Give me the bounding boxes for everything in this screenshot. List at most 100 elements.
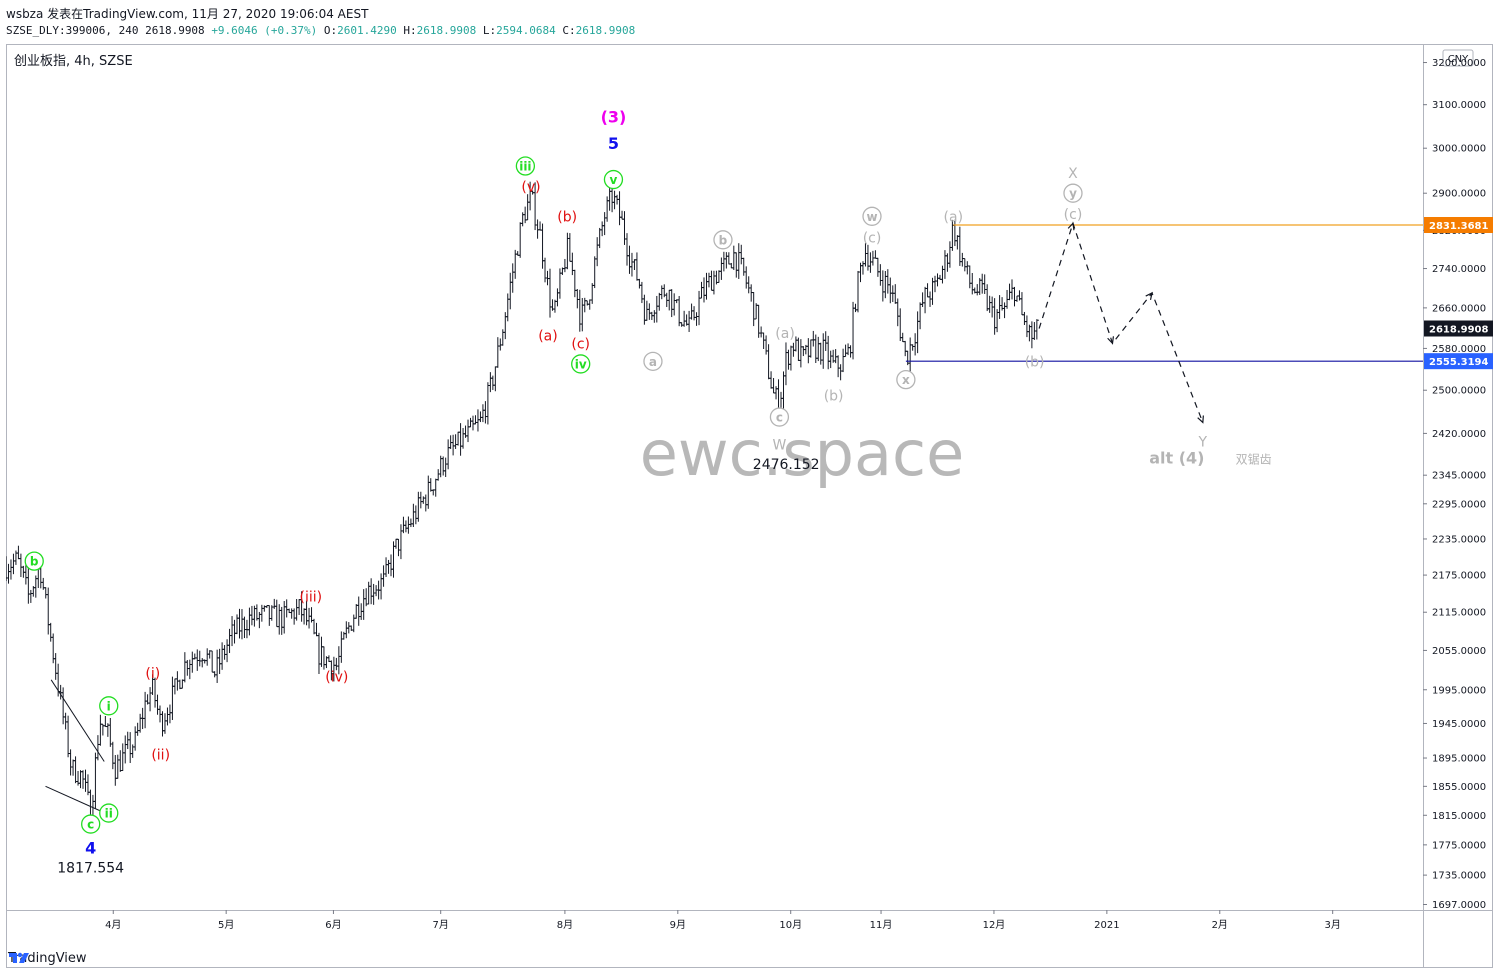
- watermark-text: ewc.space: [640, 417, 965, 490]
- wave-label: ii: [105, 807, 113, 821]
- wedge-lower-line: [45, 785, 103, 813]
- x-tick-label: 6月: [325, 919, 341, 931]
- wave-label: (iii): [300, 590, 323, 606]
- wave-label: 4: [85, 839, 96, 858]
- wave-label-circle: [643, 351, 663, 371]
- high-value: 2618.9908: [416, 24, 477, 37]
- y-tick-label: 2740.0000: [1432, 264, 1486, 275]
- wave-label: (v): [521, 179, 540, 195]
- wave-label: b: [719, 233, 728, 247]
- projection-arrowhead: [1197, 415, 1204, 424]
- wave-label-circle: [862, 206, 882, 226]
- wave-label: iv: [575, 357, 587, 371]
- wave-label: a: [649, 355, 657, 369]
- wave-label-circle: [81, 814, 101, 834]
- price-chart[interactable]: 创业板指, 4h, SZSE CNY ewc.space 3200.0000 3100.…: [6, 44, 1493, 968]
- x-tick-label: 9月: [670, 919, 686, 931]
- x-tick-label: 5月: [218, 919, 234, 931]
- open-value: 2601.4290: [337, 24, 397, 37]
- chart-title: 创业板指, 4h, SZSE: [14, 54, 133, 69]
- wave-label: (ii): [151, 748, 170, 764]
- y-tick-label: 2660.0000: [1432, 303, 1486, 314]
- resistance-price-tag[interactable]: [1424, 217, 1493, 234]
- wave-label: (a): [538, 329, 558, 345]
- wave-label: iii: [519, 160, 531, 174]
- y-tick-label: 2900.0000: [1432, 189, 1486, 200]
- symbol-label: SZSE_DLY:399006, 240: [6, 24, 139, 37]
- y-tick-label: 2345.0000: [1432, 471, 1486, 482]
- wave-label: (c): [571, 336, 590, 352]
- wave-label: b: [30, 555, 39, 569]
- last-value: 2618.9908: [145, 24, 205, 37]
- wave-label-circle: [24, 551, 44, 571]
- wave-label: (b): [1025, 354, 1045, 370]
- y-tick-label: 2420.0000: [1432, 429, 1486, 440]
- resistance-price-tag-label: 2831.3681: [1429, 221, 1489, 232]
- y-tick-label: 3100.0000: [1432, 100, 1486, 111]
- wave-label: (b): [557, 209, 577, 225]
- y-tick-label: 2115.0000: [1432, 608, 1486, 619]
- tradingview-footer[interactable]: TradingView: [8, 951, 87, 966]
- wave-label-circle: [713, 230, 733, 250]
- low-label: L:: [482, 24, 497, 37]
- publish-info: wsbza 发表在TradingView.com, 11月 27, 2020 1…: [6, 7, 369, 21]
- y-tick-label: 1945.0000: [1432, 719, 1486, 730]
- currency-box[interactable]: [1442, 49, 1474, 67]
- close-label: C:: [562, 24, 576, 37]
- y-tick-label: 2500.0000: [1432, 386, 1486, 397]
- y-tick-label: 2295.0000: [1432, 499, 1486, 510]
- y-tick-label: 2580.0000: [1432, 344, 1486, 355]
- wave-label: (iv): [325, 670, 348, 686]
- ohlc-legend: SZSE_DLY:399006, 240 2618.9908 +9.6046 (…: [6, 24, 635, 37]
- wave-label: c: [776, 411, 783, 425]
- y-tick-label: 2055.0000: [1432, 646, 1486, 657]
- change-value: +9.6046 (+0.37%): [211, 24, 318, 37]
- y-tick-label: 1697.0000: [1432, 900, 1486, 911]
- wave-label: 2476.152: [753, 457, 820, 473]
- wave-label: (c): [1064, 207, 1083, 223]
- x-tick-label: 2月: [1212, 919, 1228, 931]
- y-tick-label: 1895.0000: [1432, 754, 1486, 765]
- wave-label-circle: [769, 407, 790, 427]
- wave-label-circle: [896, 370, 916, 390]
- y-tick-label: 2175.0000: [1432, 571, 1486, 582]
- y-tick-label: 1815.0000: [1432, 811, 1486, 822]
- support-price-tag[interactable]: [1424, 353, 1493, 370]
- x-tick-label: 3月: [1324, 919, 1340, 931]
- support-price-tag-label: 2555.3194: [1429, 357, 1489, 368]
- chart-frame[interactable]: 创业板指, 4h, SZSE CNY ewc.space 3200.0000 3100.…: [6, 44, 1493, 968]
- wave-label-circle: [99, 803, 119, 823]
- y-tick-label: 1855.0000: [1432, 782, 1486, 793]
- x-tick-label: 7月: [433, 919, 449, 931]
- wave-label: y: [1069, 187, 1077, 201]
- wave-label: i: [107, 699, 111, 713]
- wave-label: alt (4): [1149, 448, 1204, 467]
- wave-label-circle: [571, 354, 591, 374]
- y-tick-label: 1735.0000: [1432, 871, 1486, 882]
- wave-label: 双锯齿: [1236, 451, 1272, 466]
- x-tick-label: 4月: [105, 919, 121, 931]
- y-tick-label: 2235.0000: [1432, 534, 1486, 545]
- wave-label: v: [610, 173, 618, 187]
- wave-label-circle: [99, 696, 119, 716]
- wave-label: (3): [601, 108, 627, 127]
- wave-label: 5: [608, 134, 619, 153]
- y-tick-label: 1775.0000: [1432, 840, 1486, 851]
- wave-label: 1817.554: [57, 860, 124, 876]
- wedge-upper-line: [50, 679, 105, 762]
- low-value: 2594.0684: [496, 24, 556, 37]
- wave-label: X: [1068, 166, 1078, 182]
- y-tick-label: 1995.0000: [1432, 685, 1486, 696]
- wave-label-circle: [515, 156, 536, 176]
- projection-arrowhead: [1067, 221, 1075, 231]
- x-tick-label: 11月: [870, 919, 893, 931]
- x-tick-label: 10月: [779, 919, 802, 931]
- projection-arrowhead: [1145, 291, 1153, 300]
- wave-label: (b): [824, 389, 844, 405]
- last-price-tag[interactable]: [1424, 320, 1493, 337]
- wave-label: c: [87, 818, 94, 832]
- y-tick-label: 3200.0000: [1432, 58, 1486, 69]
- tradingview-logo-icon: [9, 952, 29, 963]
- wave-label: (c): [863, 230, 882, 246]
- wave-label: (a): [775, 326, 795, 342]
